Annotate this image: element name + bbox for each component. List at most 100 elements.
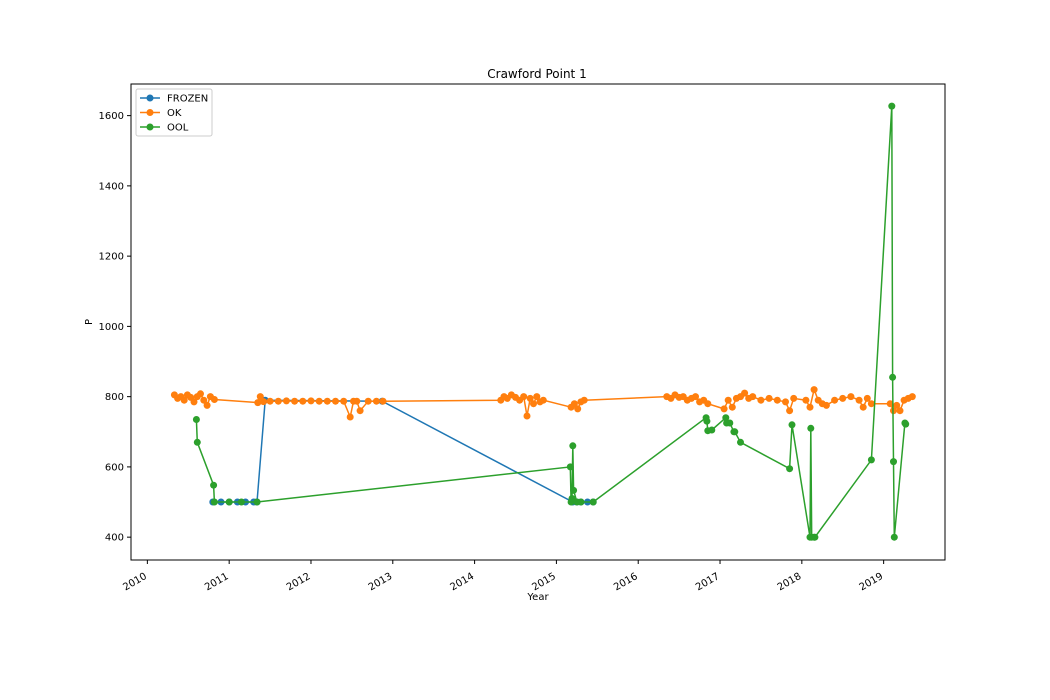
legend-item-ool: OOL <box>140 123 189 134</box>
series-layer <box>170 102 916 541</box>
data-point-ool <box>225 498 233 506</box>
data-point-ool <box>807 424 815 432</box>
data-point-ok <box>886 400 894 408</box>
data-point-ok <box>765 394 773 402</box>
data-point-ok <box>847 393 855 401</box>
data-point-ok <box>203 401 211 409</box>
data-point-ok <box>340 397 348 405</box>
data-point-ool <box>193 438 201 446</box>
x-axis-label: Year <box>526 592 549 603</box>
data-point-ok <box>728 403 736 411</box>
data-point-ool <box>722 414 730 422</box>
data-point-ok <box>692 393 699 401</box>
data-point-ool <box>192 416 200 423</box>
data-point-ok <box>822 401 830 409</box>
data-point-ok <box>893 401 901 409</box>
data-point-ok <box>786 407 794 415</box>
data-point-ok <box>346 413 354 421</box>
data-point-ool <box>253 498 261 506</box>
data-point-ok <box>260 398 267 406</box>
data-point-ok <box>720 405 728 413</box>
legend-label: FROZEN <box>167 94 208 105</box>
data-point-ok <box>859 403 867 411</box>
legend-swatch-marker <box>146 109 154 116</box>
legend-label: OOL <box>167 123 189 134</box>
data-point-ok <box>315 397 323 405</box>
data-point-ok <box>353 397 361 405</box>
data-point-ool <box>788 421 796 429</box>
data-point-ok <box>282 397 290 405</box>
series-ok <box>170 386 916 421</box>
y-tick-label: 1600 <box>99 111 124 122</box>
legend: FROZEN OK OOL <box>135 88 213 137</box>
data-point-ool <box>568 495 576 502</box>
axes-frame <box>130 83 946 561</box>
data-point-ok <box>210 396 218 403</box>
data-point-ok <box>773 396 781 404</box>
data-point-ok <box>307 397 315 405</box>
y-axis: 400 600 800 1000 1200 1400 1600 <box>99 111 131 544</box>
y-tick-label: 600 <box>105 462 124 473</box>
data-point-ok <box>908 393 916 401</box>
data-point-ok <box>790 394 798 402</box>
data-point-ok <box>266 397 274 405</box>
data-point-ool <box>890 458 897 466</box>
data-point-ok <box>332 397 339 405</box>
data-point-ool <box>811 533 819 541</box>
data-point-ool <box>786 465 794 473</box>
data-point-ok <box>356 407 364 415</box>
plot-area <box>130 83 946 561</box>
data-point-ok <box>523 412 531 420</box>
data-point-ok <box>806 403 814 411</box>
data-point-ok <box>810 386 818 394</box>
data-point-ok <box>757 396 765 404</box>
data-point-ok <box>749 393 757 401</box>
data-point-ok <box>291 397 299 405</box>
data-point-ool <box>210 498 218 506</box>
data-point-ok <box>299 397 307 405</box>
legend-item-frozen: FROZEN <box>140 94 208 105</box>
y-tick-label: 800 <box>105 392 124 403</box>
data-point-ok <box>831 396 839 404</box>
data-point-ool <box>708 426 716 434</box>
chart-title: Crawford Point 1 <box>487 67 586 81</box>
data-point-ool <box>890 533 898 541</box>
data-point-ok <box>372 397 380 405</box>
data-point-ok <box>526 394 534 402</box>
data-point-ool <box>210 481 218 489</box>
y-axis-label: P <box>84 319 95 325</box>
data-point-ok <box>855 396 863 404</box>
data-point-ok <box>863 394 871 402</box>
data-point-ok <box>190 398 198 406</box>
data-point-ool <box>867 456 875 464</box>
data-point-ok <box>200 396 208 404</box>
data-point-ok <box>180 396 188 404</box>
legend-swatch-marker <box>146 94 154 102</box>
data-point-ok <box>364 397 372 405</box>
y-tick-label: 1200 <box>99 252 124 263</box>
data-point-ool <box>703 417 711 425</box>
data-point-ool <box>577 498 585 506</box>
data-point-ool <box>237 498 245 506</box>
data-point-ok <box>533 393 541 401</box>
data-point-ok <box>782 398 789 406</box>
data-point-ok <box>724 396 732 404</box>
data-point-ool <box>569 442 577 450</box>
y-tick-label: 400 <box>105 533 124 544</box>
y-tick-label: 1000 <box>99 322 124 333</box>
data-point-ok <box>574 405 582 413</box>
data-point-ok <box>867 400 875 408</box>
data-point-ok <box>197 390 204 398</box>
data-point-ok <box>741 389 749 397</box>
data-point-ok <box>839 394 847 402</box>
data-point-ok <box>570 400 578 408</box>
data-point-ok <box>704 400 712 408</box>
data-point-ool <box>566 463 574 471</box>
data-point-ool <box>737 438 744 446</box>
legend-swatch-marker <box>146 123 154 131</box>
data-point-ok <box>530 400 537 408</box>
data-point-ool <box>731 428 739 436</box>
data-point-ool <box>570 486 578 494</box>
data-point-ok <box>274 397 282 405</box>
